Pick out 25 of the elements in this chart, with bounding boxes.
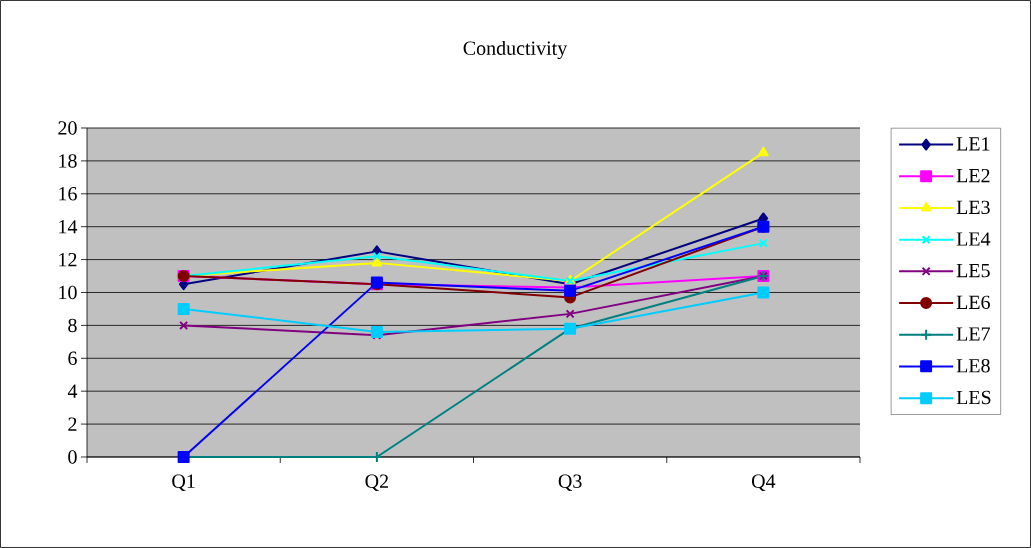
legend-label: LE7 — [956, 327, 990, 341]
y-tick-label: 10 — [59, 285, 77, 300]
y-tick-label: 20 — [58, 121, 77, 135]
legend-label: LE6 — [956, 295, 990, 310]
y-tick-label: 2 — [68, 417, 77, 431]
y-tick-label: 0 — [68, 450, 77, 464]
legend-label: LE5 — [956, 264, 990, 278]
legend-label: LE8 — [956, 358, 990, 373]
y-tick-label: 4 — [67, 384, 78, 398]
y-tick-label: 16 — [59, 187, 77, 201]
chart-title: Conductivity — [463, 40, 568, 60]
legend-label: LE1 — [956, 137, 990, 151]
y-tick-label: 18 — [59, 154, 77, 168]
y-tick-label: 6 — [68, 351, 77, 365]
x-tick-label: Q3 — [558, 474, 582, 492]
y-tick-label: 14 — [59, 220, 78, 234]
y-tick-label: 12 — [59, 252, 77, 267]
x-tick-label: Q4 — [751, 474, 776, 492]
y-tick-label: 8 — [68, 318, 77, 333]
legend-label: LE4 — [956, 232, 991, 246]
x-tick-label: Q1 — [172, 474, 195, 492]
legend-label: LE2 — [956, 168, 990, 183]
legend-label: LE3 — [956, 200, 990, 215]
legend-label: LES — [956, 390, 991, 405]
x-tick-label: Q2 — [365, 474, 388, 492]
